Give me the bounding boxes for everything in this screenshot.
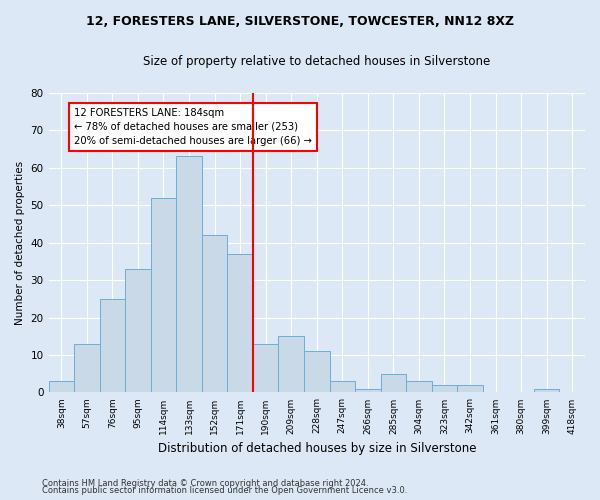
Text: 12 FORESTERS LANE: 184sqm
← 78% of detached houses are smaller (253)
20% of semi: 12 FORESTERS LANE: 184sqm ← 78% of detac…	[74, 108, 312, 146]
Bar	[534, 388, 559, 392]
Bar	[202, 235, 227, 392]
X-axis label: Distribution of detached houses by size in Silverstone: Distribution of detached houses by size …	[158, 442, 476, 455]
Bar	[49, 381, 74, 392]
Bar	[74, 344, 100, 392]
Bar	[227, 254, 253, 392]
Bar	[125, 269, 151, 392]
Bar	[176, 156, 202, 392]
Bar	[380, 374, 406, 392]
Bar	[457, 385, 483, 392]
Bar	[355, 388, 380, 392]
Y-axis label: Number of detached properties: Number of detached properties	[15, 160, 25, 324]
Text: Contains public sector information licensed under the Open Government Licence v3: Contains public sector information licen…	[42, 486, 407, 495]
Bar	[253, 344, 278, 392]
Bar	[329, 381, 355, 392]
Bar	[432, 385, 457, 392]
Text: Contains HM Land Registry data © Crown copyright and database right 2024.: Contains HM Land Registry data © Crown c…	[42, 478, 368, 488]
Bar	[151, 198, 176, 392]
Title: Size of property relative to detached houses in Silverstone: Size of property relative to detached ho…	[143, 55, 490, 68]
Bar	[100, 299, 125, 392]
Text: 12, FORESTERS LANE, SILVERSTONE, TOWCESTER, NN12 8XZ: 12, FORESTERS LANE, SILVERSTONE, TOWCEST…	[86, 15, 514, 28]
Bar	[278, 336, 304, 392]
Bar	[406, 381, 432, 392]
Bar	[304, 351, 329, 393]
